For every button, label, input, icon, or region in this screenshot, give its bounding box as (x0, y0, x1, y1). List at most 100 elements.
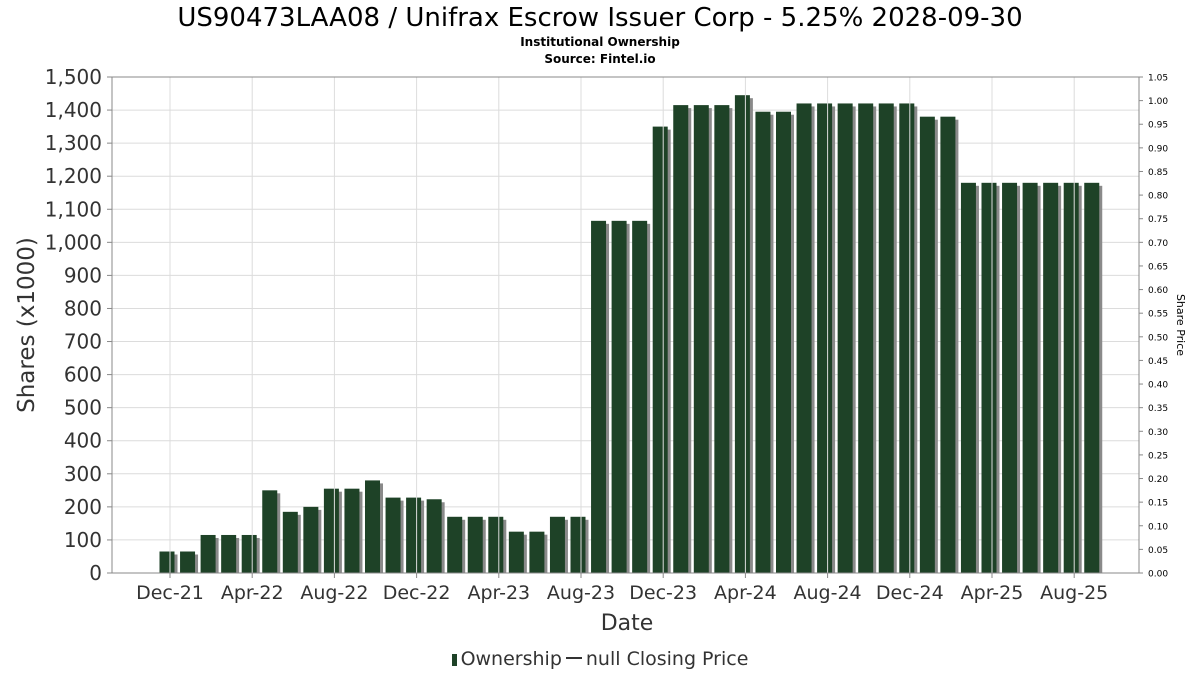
ownership-legend-label: Ownership (460, 648, 562, 670)
chart-legend: Ownership null Closing Price (0, 648, 1200, 670)
y2-tick-label: 0.70 (1148, 239, 1168, 249)
bar (200, 534, 216, 573)
y-tick-label: 700 (64, 330, 102, 354)
y2-tick-label: 0.20 (1148, 475, 1168, 485)
bar (817, 103, 833, 573)
y-tick-label: 0 (89, 561, 102, 585)
bar (1084, 182, 1100, 573)
bar (940, 116, 956, 574)
bar (755, 111, 771, 573)
y2-tick-label: 0.85 (1148, 168, 1168, 178)
y-tick-label: 1,000 (45, 230, 102, 254)
bar (344, 488, 360, 573)
y2-tick-label: 0.05 (1148, 546, 1168, 556)
bar (591, 220, 607, 573)
bar (1022, 182, 1038, 573)
y-tick-label: 1,400 (45, 98, 102, 122)
price-legend-swatch (565, 657, 582, 659)
x-tick-label: Dec-23 (629, 582, 697, 604)
x-tick-label: Apr-24 (714, 582, 777, 604)
bar (508, 531, 524, 573)
bar (611, 220, 627, 573)
bar (960, 182, 976, 573)
x-tick-label: Dec-21 (136, 582, 204, 604)
bar (1002, 182, 1018, 573)
y2-tick-label: 0.00 (1148, 570, 1168, 580)
y2-tick-label: 0.35 (1148, 404, 1168, 414)
y-axis-title: Shares (x1000) (14, 237, 40, 413)
y-tick-label: 400 (64, 429, 102, 453)
y-tick-label: 100 (64, 528, 102, 552)
bar (447, 516, 463, 573)
y-tick-label: 600 (64, 363, 102, 387)
bar (858, 103, 874, 573)
x-tick-label: Apr-25 (961, 582, 1024, 604)
y2-tick-label: 0.60 (1148, 286, 1168, 296)
bar (282, 511, 298, 573)
y2-tick-label: 0.65 (1148, 262, 1168, 272)
bar (734, 95, 750, 573)
bar (221, 534, 237, 573)
x-tick-label: Dec-24 (876, 582, 944, 604)
y2-tick-label: 0.30 (1148, 428, 1168, 438)
bar (652, 126, 668, 573)
bar (488, 516, 504, 573)
y2-tick-label: 0.15 (1148, 499, 1168, 509)
x-tick-label: Aug-24 (794, 582, 862, 604)
y-tick-label: 500 (64, 396, 102, 420)
bar (180, 551, 196, 573)
y2-tick-label: 0.80 (1148, 192, 1168, 202)
bar (549, 516, 565, 573)
x-tick-label: Aug-25 (1040, 582, 1108, 604)
bar (632, 220, 648, 573)
x-tick-label: Apr-23 (467, 582, 530, 604)
y2-tick-label: 0.50 (1148, 333, 1168, 343)
y2-tick-label: 1.00 (1148, 97, 1168, 107)
y2-tick-label: 0.10 (1148, 522, 1168, 532)
x-tick-label: Aug-22 (300, 582, 368, 604)
chart-subtitle: Institutional Ownership (520, 35, 680, 49)
bar (1043, 182, 1059, 573)
bar (796, 103, 812, 573)
y-tick-label: 800 (64, 296, 102, 320)
bar (241, 534, 257, 573)
y2-tick-label: 0.25 (1148, 451, 1168, 461)
bar (323, 488, 339, 573)
y2-tick-label: 0.45 (1148, 357, 1168, 367)
x-tick-label: Aug-23 (547, 582, 615, 604)
y-tick-label: 1,500 (45, 65, 102, 89)
bar (714, 105, 730, 574)
y-tick-label: 1,100 (45, 197, 102, 221)
chart-title: US90473LAA08 / Unifrax Escrow Issuer Cor… (177, 3, 1023, 33)
bar (776, 111, 791, 573)
bar (262, 490, 278, 573)
y-tick-label: 200 (64, 495, 102, 519)
y2-tick-label: 0.75 (1148, 215, 1168, 225)
bar (385, 497, 401, 573)
bar (837, 103, 853, 573)
bar (570, 516, 586, 573)
bar (981, 182, 997, 573)
bar (365, 480, 380, 573)
bar (426, 499, 442, 573)
y-tick-label: 900 (64, 263, 102, 287)
x-tick-label: Apr-22 (221, 582, 284, 604)
y2-axis-title: Share Price (1174, 294, 1187, 356)
bar (529, 531, 545, 573)
y-tick-label: 1,200 (45, 164, 102, 188)
bar (878, 103, 894, 573)
bar (673, 105, 689, 574)
plot-border (111, 76, 1140, 574)
bar (303, 506, 319, 573)
y2-tick-label: 1.05 (1148, 74, 1168, 84)
y2-tick-label: 0.95 (1148, 121, 1168, 131)
bar (406, 497, 422, 573)
y-tick-label: 1,300 (45, 131, 102, 155)
ownership-legend-swatch (451, 654, 457, 666)
y2-tick-label: 0.40 (1148, 381, 1168, 391)
ownership-chart: 0 100 200 300 400 500 600 700 800 900 1,000 1,100 1,… (14, 65, 1187, 636)
bar (693, 105, 709, 574)
y2-tick-label: 0.55 (1148, 310, 1168, 320)
price-legend-label: null Closing Price (585, 648, 749, 670)
bar (899, 103, 915, 573)
